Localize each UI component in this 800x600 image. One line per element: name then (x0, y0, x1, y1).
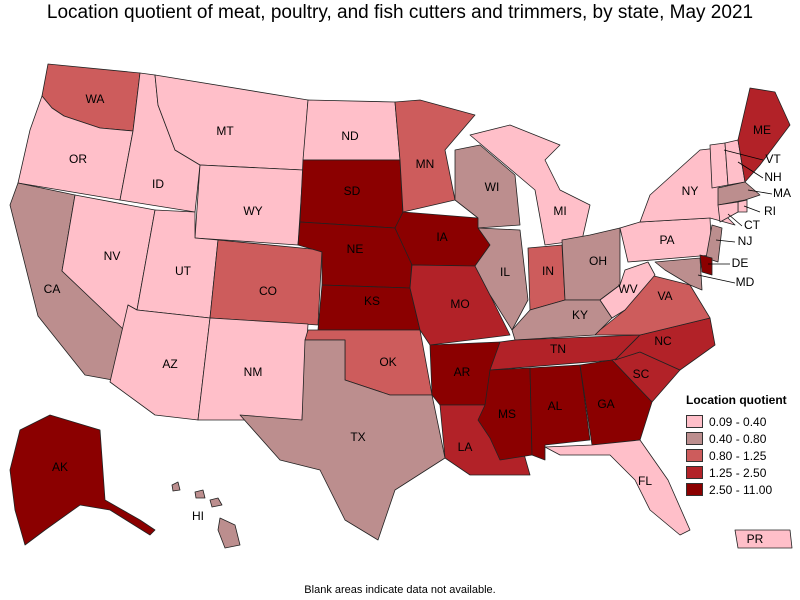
legend-title: Location quotient (686, 393, 787, 407)
legend-item: 0.40 - 0.80 (686, 430, 787, 447)
state-label-ME: ME (753, 123, 771, 137)
state-label-OK: OK (379, 355, 396, 369)
state-label-MT: MT (216, 124, 234, 138)
state-DE[interactable] (699, 254, 713, 276)
state-label-NH: NH (764, 170, 781, 184)
leader-line (747, 189, 773, 195)
state-label-UT: UT (175, 264, 192, 278)
state-label-VA: VA (657, 289, 672, 303)
state-label-NC: NC (654, 334, 672, 348)
legend-swatch (686, 432, 703, 445)
legend-item: 0.09 - 0.40 (686, 413, 787, 430)
state-label-NM: NM (244, 365, 263, 379)
state-label-NV: NV (104, 249, 121, 263)
state-label-CO: CO (259, 284, 277, 298)
state-label-IL: IL (500, 265, 510, 279)
state-MA[interactable] (717, 181, 761, 206)
state-label-TN: TN (550, 342, 566, 356)
state-MN[interactable] (394, 99, 476, 213)
state-label-MI: MI (553, 204, 566, 218)
state-CO[interactable] (209, 239, 323, 326)
state-label-AK: AK (52, 460, 68, 474)
state-label-MN: MN (416, 157, 435, 171)
state-label-IN: IN (542, 264, 554, 278)
state-label-AL: AL (548, 399, 563, 413)
leader-line (727, 213, 743, 227)
state-label-OR: OR (69, 152, 87, 166)
state-AZ[interactable] (109, 304, 211, 421)
state-label-SC: SC (633, 367, 650, 381)
state-label-TX: TX (350, 430, 365, 444)
state-label-VT: VT (765, 152, 781, 166)
leader-line (697, 274, 736, 284)
state-TX[interactable] (239, 339, 446, 541)
state-label-LA: LA (458, 440, 473, 454)
state-label-ID: ID (152, 177, 164, 191)
state-AK[interactable] (9, 414, 156, 546)
state-label-MO: MO (450, 297, 469, 311)
state-label-MS: MS (498, 407, 516, 421)
state-label-SD: SD (344, 184, 361, 198)
state-label-GA: GA (597, 397, 614, 411)
state-label-RI: RI (764, 204, 776, 218)
state-label-ND: ND (341, 129, 359, 143)
state-PR[interactable] (734, 529, 793, 549)
legend-swatch (686, 466, 703, 479)
legend-label: 1.25 - 2.50 (709, 465, 767, 480)
state-FL[interactable] (544, 439, 691, 536)
leader-line (737, 161, 764, 179)
leader-line (715, 239, 736, 243)
state-label-KS: KS (364, 294, 380, 308)
state-MD[interactable] (654, 257, 703, 291)
leader-line (743, 205, 761, 213)
state-NJ[interactable] (705, 224, 723, 263)
state-CT[interactable] (717, 201, 739, 223)
state-RI[interactable] (737, 199, 748, 213)
legend-swatch (686, 483, 703, 496)
leader-line (723, 149, 764, 161)
state-label-WA: WA (86, 92, 105, 106)
state-label-AR: AR (454, 365, 471, 379)
state-label-PA: PA (659, 233, 674, 247)
state-MI[interactable] (469, 124, 591, 246)
state-label-NE: NE (347, 242, 364, 256)
state-label-WY: WY (243, 204, 262, 218)
state-HI[interactable] (171, 481, 241, 549)
state-label-CA: CA (44, 282, 61, 296)
state-label-MD: MD (736, 275, 755, 289)
state-label-FL: FL (638, 474, 652, 488)
legend-item: 1.25 - 2.50 (686, 464, 787, 481)
state-GA[interactable] (579, 359, 653, 446)
state-labels: WA OR CA ID NV MT WY UT AZ CO NM ND SD NE KS OK TX MN IA MO… (44, 92, 791, 546)
legend-swatch (686, 449, 703, 462)
legend-swatch (686, 415, 703, 428)
state-label-HI: HI (192, 509, 204, 523)
legend-label: 0.80 - 1.25 (709, 448, 767, 463)
state-label-OH: OH (589, 254, 607, 268)
legend-label: 2.50 - 11.00 (709, 482, 773, 497)
state-label-KY: KY (572, 308, 588, 322)
state-WV[interactable] (599, 261, 656, 319)
state-label-NJ: NJ (738, 234, 753, 248)
state-label-PR: PR (747, 532, 764, 546)
state-IL[interactable] (474, 227, 529, 331)
state-label-DE: DE (732, 256, 749, 270)
legend-label: 0.09 - 0.40 (709, 414, 767, 429)
legend-item: 2.50 - 11.00 (686, 481, 787, 498)
state-label-MA: MA (773, 186, 791, 200)
state-label-NY: NY (682, 184, 699, 198)
state-label-IA: IA (436, 230, 447, 244)
state-label-WV: WV (618, 282, 637, 296)
state-label-AZ: AZ (162, 357, 177, 371)
map-title: Location quotient of meat, poultry, and … (46, 2, 754, 23)
state-label-WI: WI (485, 180, 500, 194)
legend-label: 0.40 - 0.80 (709, 431, 767, 446)
footnote: Blank areas indicate data not available. (304, 584, 496, 596)
legend: Location quotient 0.09 - 0.40 0.40 - 0.80… (686, 393, 787, 498)
legend-item: 0.80 - 1.25 (686, 447, 787, 464)
state-label-CT: CT (744, 218, 761, 232)
state-WI[interactable] (454, 144, 521, 229)
